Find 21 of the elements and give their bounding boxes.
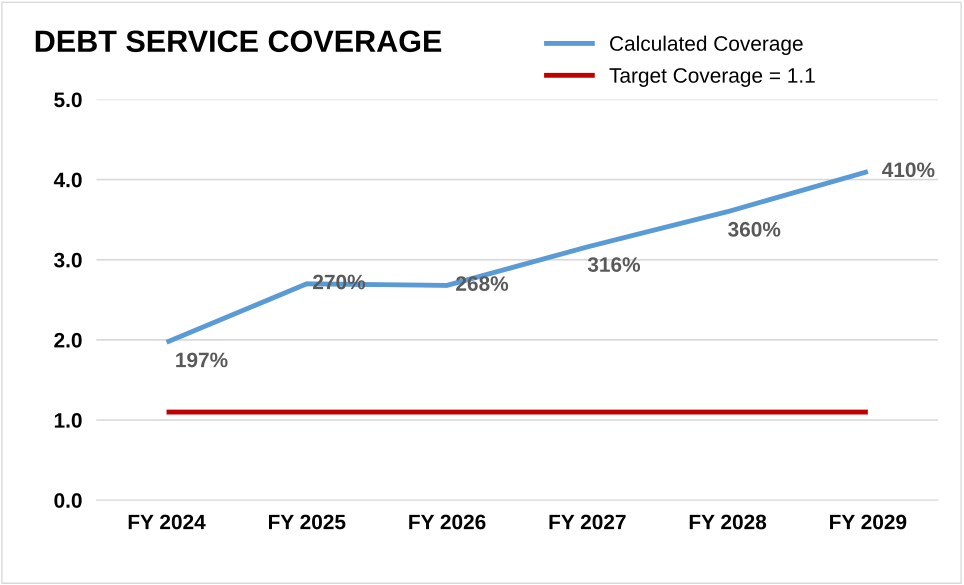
data-label: 360% [728,222,780,237]
y-tick-label: 4.0 [54,172,82,188]
legend-label: Target Coverage = 1.1 [609,68,815,87]
data-label: 410% [882,162,934,178]
y-tick-label: 2.0 [54,332,82,348]
x-tick-label: FY 2027 [550,514,626,530]
y-tick-label: 0.0 [54,493,82,508]
x-tick-label: FY 2028 [690,514,766,530]
data-label: 197% [176,352,228,368]
x-tick-label: FY 2029 [830,514,906,530]
data-label: 316% [588,257,640,272]
x-tick-label: FY 2025 [268,514,346,530]
x-tick-label: FY 2026 [409,514,486,530]
y-tick-label: 5.0 [54,92,82,108]
y-tick-label: 3.0 [54,252,82,268]
x-tick-label: FY 2024 [128,514,206,530]
y-tick-label: 1.0 [54,413,82,428]
data-label: 268% [456,276,508,291]
chart-title: DEBT SERVICE COVERAGE [36,30,442,52]
line-series [164,169,870,345]
legend-label: Calculated Coverage [610,36,803,56]
